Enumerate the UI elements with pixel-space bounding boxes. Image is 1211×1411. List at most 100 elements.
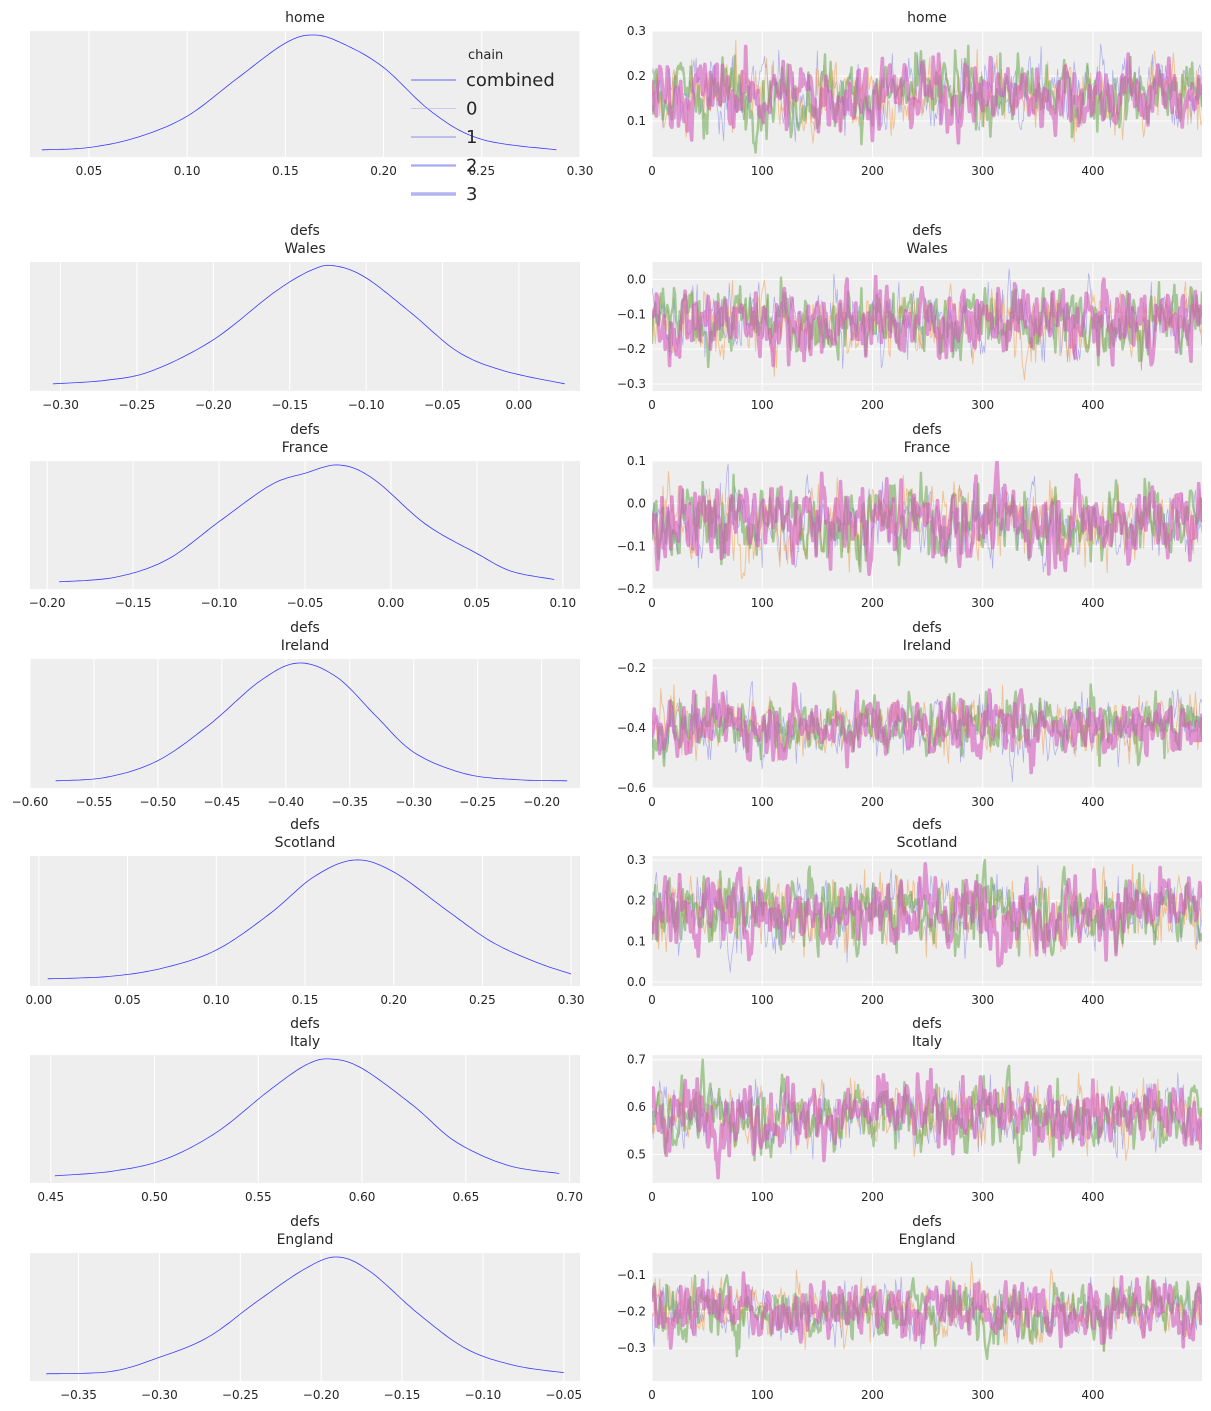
trace-lines	[652, 461, 1202, 579]
x-tick-label: −0.10	[348, 398, 385, 412]
x-tick-label: −0.15	[384, 1388, 421, 1402]
x-tick-label: 0	[648, 795, 656, 809]
y-tick-label: −0.3	[617, 1341, 646, 1355]
trace-chain-3	[652, 674, 1202, 775]
x-tick-label: 200	[861, 795, 884, 809]
panel-title: defs	[290, 1214, 320, 1230]
y-tick-label: −0.2	[617, 1305, 646, 1319]
x-tick-label: 300	[971, 993, 994, 1007]
panel-title: Wales	[906, 241, 947, 257]
panel-title: defs	[912, 422, 942, 438]
x-tick-label: −0.60	[12, 795, 49, 809]
x-tick-label: −0.10	[201, 596, 238, 610]
kde-panel-defs-scotland: defs Scotland 0.00 0.05 0.10 0.15 0.20 0.25 0.30	[26, 817, 585, 1007]
x-tick-label: 0	[648, 596, 656, 610]
panel-title: England	[899, 1232, 956, 1248]
x-tick-label: 0.70	[556, 1190, 583, 1204]
y-tick-label: 0.6	[627, 1100, 646, 1114]
legend-label: combined	[466, 70, 555, 91]
x-tick-label: −0.30	[395, 795, 432, 809]
panel-title: defs	[912, 817, 942, 833]
panel-title: defs	[912, 620, 942, 636]
panel-background	[30, 1253, 580, 1381]
trace-panel-defs-england: defs England 0 100 200 300 400 −0.3 −0.2 −0.1	[617, 1214, 1202, 1402]
x-tick-label: 400	[1081, 164, 1104, 178]
x-tick-label: 200	[861, 398, 884, 412]
panel-title: defs	[912, 1214, 942, 1230]
kde-panel-defs-france: defs France −0.20 −0.15 −0.10 −0.05 0.00 0.05 0.…	[29, 422, 580, 610]
panel-title: defs	[912, 223, 942, 239]
trace-lines	[652, 39, 1202, 154]
x-tick-label: 0.15	[272, 164, 299, 178]
kde-panel-defs-ireland: defs Ireland −0.60 −0.55 −0.50 −0.45 −0.40 −0.3…	[12, 620, 580, 809]
panel-title: Scotland	[275, 835, 336, 851]
panel-title: home	[285, 10, 325, 26]
x-tick-label: −0.55	[76, 795, 113, 809]
kde-panel-defs-wales: defs Wales −0.30 −0.25 −0.20 −0.15 −0.10 −0.05 0…	[30, 223, 580, 412]
trace-chain-2	[652, 471, 1202, 573]
y-tick-label: 0.0	[627, 272, 646, 286]
trace-chain-3	[652, 274, 1202, 368]
x-tick-label: 0.00	[378, 596, 405, 610]
panel-title: Wales	[284, 241, 325, 257]
y-tick-label: 0.2	[627, 894, 646, 908]
panel-title: Scotland	[897, 835, 958, 851]
panel-background	[30, 31, 580, 157]
trace-chain-3	[652, 862, 1202, 968]
x-tick-label: 200	[861, 164, 884, 178]
x-tick-label: 0.50	[141, 1190, 168, 1204]
x-tick-label: −0.05	[424, 398, 461, 412]
x-tick-label: 0.25	[468, 164, 495, 178]
x-tick-label: 0.55	[245, 1190, 272, 1204]
x-tick-label: 0.20	[370, 164, 397, 178]
x-tick-label: 400	[1081, 795, 1104, 809]
panel-title: defs	[912, 1016, 942, 1032]
legend: chain combined 0 1 2 3	[411, 48, 555, 205]
x-tick-label: −0.20	[523, 795, 560, 809]
trace-chain-2	[652, 44, 1202, 154]
x-tick-label: −0.35	[331, 795, 368, 809]
panel-title: defs	[290, 817, 320, 833]
kde-line-combined	[52, 264, 565, 385]
trace-panel-defs-ireland: defs Ireland 0 100 200 300 400 −0.6 −0.4 −0.2	[617, 620, 1202, 809]
trace-chain-3	[652, 1067, 1202, 1180]
x-tick-label: 400	[1081, 1190, 1104, 1204]
y-tick-label: 0.3	[627, 853, 646, 867]
y-tick-label: −0.3	[617, 377, 646, 391]
x-tick-label: 0.05	[76, 164, 103, 178]
x-tick-label: 0.05	[114, 993, 141, 1007]
x-tick-label: 0.10	[203, 993, 230, 1007]
trace-lines	[652, 858, 1202, 973]
panel-title: Ireland	[903, 638, 951, 654]
y-tick-label: 0.1	[627, 114, 646, 128]
legend-title: chain	[468, 48, 503, 63]
trace-lines	[652, 674, 1202, 783]
trace-panel-defs-scotland: defs Scotland 0 100 200 300 400 0.0 0.1 0.2 0.3	[627, 817, 1202, 1007]
trace-chain-3	[652, 1271, 1202, 1350]
kde-line-combined	[47, 859, 572, 980]
kde-panel-defs-england: defs England −0.35 −0.30 −0.25 −0.20 −0.15 −0.1…	[30, 1214, 582, 1402]
x-tick-label: 100	[751, 993, 774, 1007]
x-tick-label: 100	[751, 398, 774, 412]
trace-lines	[652, 268, 1202, 381]
x-tick-label: −0.10	[465, 1388, 502, 1402]
x-tick-label: −0.25	[119, 398, 156, 412]
x-tick-label: 300	[971, 795, 994, 809]
kde-line-combined	[46, 1256, 564, 1375]
kde-panel-home: home 0.05 0.10 0.15 0.20 0.25 0.30	[30, 10, 593, 178]
y-tick-label: 0.1	[627, 934, 646, 948]
legend-label: 1	[466, 127, 477, 148]
x-tick-label: −0.20	[29, 596, 66, 610]
x-tick-label: 0.00	[506, 398, 533, 412]
x-tick-label: 400	[1081, 596, 1104, 610]
trace-lines	[652, 1261, 1202, 1361]
panel-title: Ireland	[281, 638, 329, 654]
y-tick-label: 0.2	[627, 69, 646, 83]
x-tick-label: 0.60	[349, 1190, 376, 1204]
x-tick-label: 100	[751, 164, 774, 178]
y-tick-label: 0.5	[627, 1148, 646, 1162]
x-tick-label: 300	[971, 1190, 994, 1204]
kde-line-combined	[41, 34, 557, 151]
panel-title: defs	[290, 223, 320, 239]
